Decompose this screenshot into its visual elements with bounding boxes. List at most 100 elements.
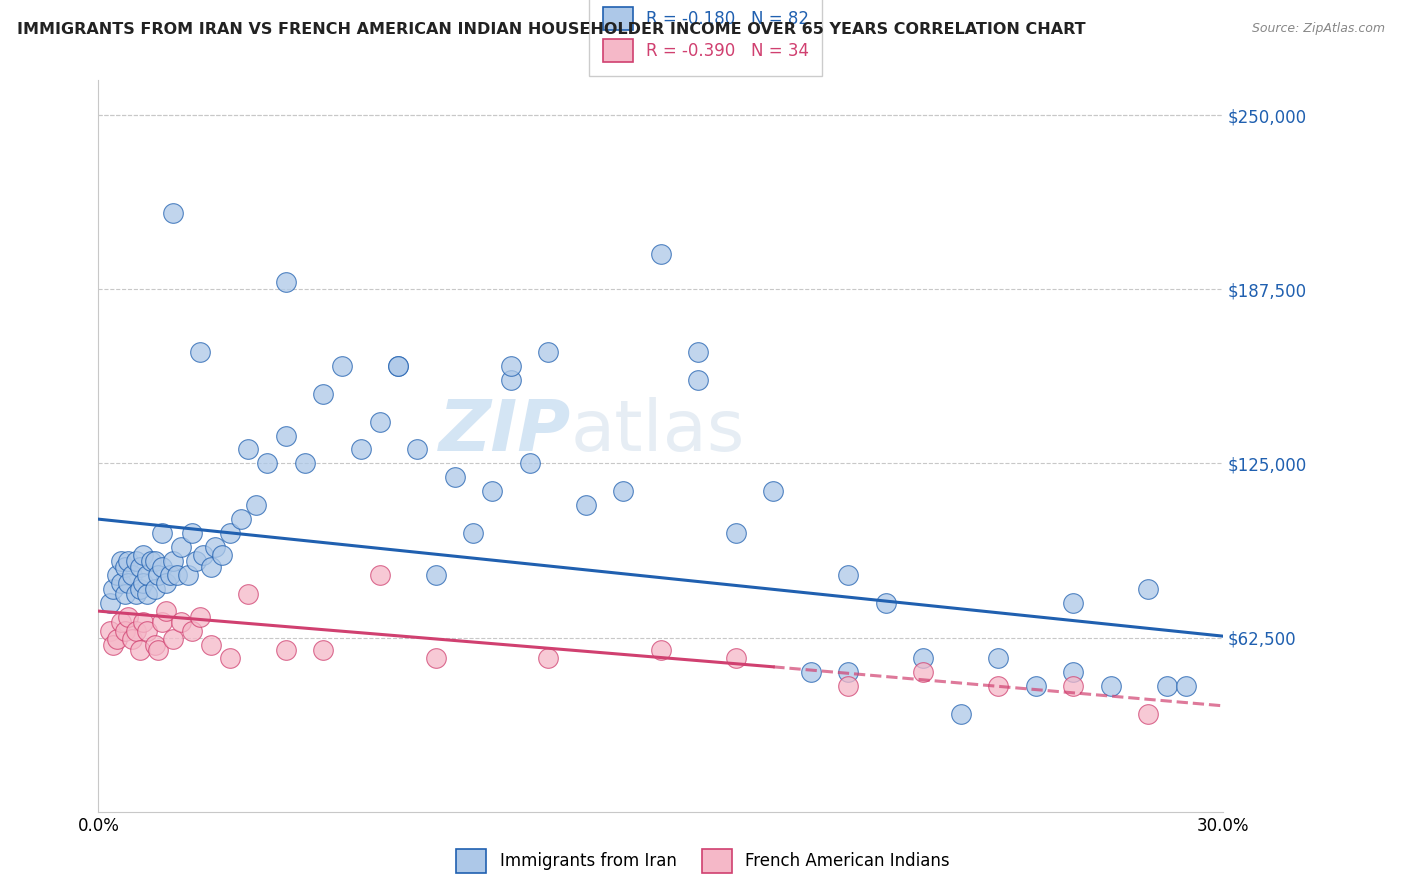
- Point: [650, 643, 672, 657]
- Point: [105, 632, 128, 646]
- Point: [256, 457, 278, 471]
- Point: [912, 651, 935, 665]
- Point: [274, 275, 297, 289]
- Point: [1099, 679, 1122, 693]
- Point: [519, 457, 541, 471]
- Point: [181, 526, 204, 541]
- Point: [117, 554, 139, 568]
- Point: [150, 526, 173, 541]
- Point: [188, 609, 211, 624]
- Point: [162, 632, 184, 646]
- Point: [837, 679, 859, 693]
- Point: [312, 643, 335, 657]
- Point: [128, 582, 150, 596]
- Point: [875, 596, 897, 610]
- Point: [800, 665, 823, 680]
- Text: Source: ZipAtlas.com: Source: ZipAtlas.com: [1251, 22, 1385, 36]
- Point: [1062, 665, 1084, 680]
- Point: [162, 554, 184, 568]
- Point: [136, 587, 159, 601]
- Point: [128, 643, 150, 657]
- Text: ZIP: ZIP: [439, 397, 571, 466]
- Point: [463, 526, 485, 541]
- Legend: Immigrants from Iran, French American Indians: Immigrants from Iran, French American In…: [450, 842, 956, 880]
- Point: [110, 554, 132, 568]
- Point: [170, 540, 193, 554]
- Text: atlas: atlas: [571, 397, 745, 466]
- Point: [114, 624, 136, 638]
- Point: [912, 665, 935, 680]
- Legend: R = -0.180   N = 82, R = -0.390   N = 34: R = -0.180 N = 82, R = -0.390 N = 34: [589, 0, 823, 76]
- Point: [110, 576, 132, 591]
- Point: [143, 638, 166, 652]
- Point: [537, 345, 560, 359]
- Point: [1156, 679, 1178, 693]
- Point: [425, 651, 447, 665]
- Point: [1025, 679, 1047, 693]
- Point: [443, 470, 465, 484]
- Point: [98, 596, 121, 610]
- Point: [575, 498, 598, 512]
- Point: [688, 345, 710, 359]
- Point: [110, 615, 132, 630]
- Point: [188, 345, 211, 359]
- Point: [148, 567, 170, 582]
- Point: [612, 484, 634, 499]
- Point: [499, 359, 522, 373]
- Point: [724, 651, 747, 665]
- Point: [238, 442, 260, 457]
- Point: [1174, 679, 1197, 693]
- Point: [125, 554, 148, 568]
- Point: [481, 484, 503, 499]
- Point: [132, 615, 155, 630]
- Point: [103, 638, 125, 652]
- Point: [987, 679, 1010, 693]
- Point: [155, 604, 177, 618]
- Point: [132, 549, 155, 563]
- Point: [724, 526, 747, 541]
- Point: [162, 205, 184, 219]
- Point: [368, 567, 391, 582]
- Point: [837, 665, 859, 680]
- Point: [294, 457, 316, 471]
- Point: [204, 540, 226, 554]
- Point: [125, 587, 148, 601]
- Point: [117, 576, 139, 591]
- Point: [650, 247, 672, 261]
- Text: IMMIGRANTS FROM IRAN VS FRENCH AMERICAN INDIAN HOUSEHOLDER INCOME OVER 65 YEARS : IMMIGRANTS FROM IRAN VS FRENCH AMERICAN …: [17, 22, 1085, 37]
- Point: [184, 554, 207, 568]
- Point: [148, 643, 170, 657]
- Point: [159, 567, 181, 582]
- Point: [121, 567, 143, 582]
- Point: [1137, 707, 1160, 722]
- Point: [170, 615, 193, 630]
- Point: [103, 582, 125, 596]
- Point: [177, 567, 200, 582]
- Point: [330, 359, 353, 373]
- Point: [200, 559, 222, 574]
- Point: [98, 624, 121, 638]
- Point: [762, 484, 785, 499]
- Point: [200, 638, 222, 652]
- Point: [1137, 582, 1160, 596]
- Point: [114, 587, 136, 601]
- Point: [350, 442, 373, 457]
- Point: [274, 428, 297, 442]
- Point: [406, 442, 429, 457]
- Point: [139, 554, 162, 568]
- Point: [181, 624, 204, 638]
- Point: [125, 624, 148, 638]
- Point: [121, 632, 143, 646]
- Point: [105, 567, 128, 582]
- Point: [155, 576, 177, 591]
- Point: [150, 559, 173, 574]
- Point: [218, 651, 240, 665]
- Point: [499, 373, 522, 387]
- Point: [537, 651, 560, 665]
- Point: [150, 615, 173, 630]
- Point: [193, 549, 215, 563]
- Point: [368, 415, 391, 429]
- Point: [688, 373, 710, 387]
- Point: [238, 587, 260, 601]
- Point: [136, 567, 159, 582]
